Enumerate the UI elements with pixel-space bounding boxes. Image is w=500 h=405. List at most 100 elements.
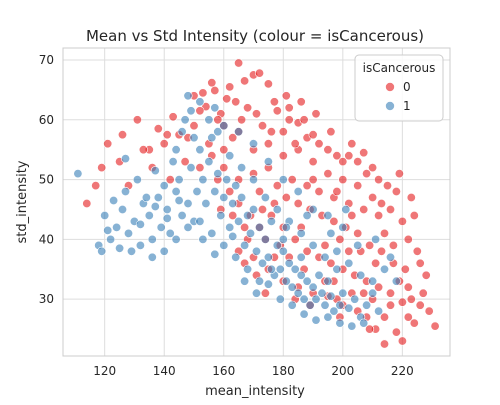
data-point	[362, 169, 372, 179]
data-point	[341, 205, 351, 215]
data-point	[394, 169, 404, 179]
data-point	[347, 321, 357, 331]
y-tick-label: 60	[39, 113, 54, 127]
data-point	[323, 169, 333, 179]
data-point	[240, 240, 250, 250]
data-point	[132, 115, 142, 125]
data-point	[347, 211, 357, 221]
data-point	[302, 211, 312, 221]
data-point	[135, 240, 145, 250]
data-point	[308, 205, 318, 215]
data-point	[207, 133, 217, 143]
data-point	[406, 193, 416, 203]
data-point	[91, 181, 101, 191]
data-point	[365, 240, 375, 250]
data-point	[272, 181, 282, 191]
data-point	[156, 222, 166, 232]
data-point	[296, 228, 306, 238]
data-point	[379, 312, 389, 322]
data-point	[385, 300, 395, 310]
data-point	[260, 288, 270, 298]
data-point	[314, 187, 324, 197]
data-point	[225, 151, 235, 161]
legend-box	[354, 54, 444, 122]
data-point	[311, 294, 321, 304]
data-point	[150, 202, 160, 212]
data-point	[121, 187, 131, 197]
data-point	[195, 216, 205, 226]
data-point	[353, 240, 363, 250]
data-point	[302, 181, 312, 191]
data-point	[326, 258, 336, 268]
data-point	[344, 303, 354, 313]
data-point	[260, 193, 270, 203]
data-point	[296, 97, 306, 107]
data-point	[359, 205, 369, 215]
data-point	[368, 163, 378, 173]
data-point	[240, 76, 250, 86]
data-point	[308, 175, 318, 185]
data-point	[374, 282, 384, 292]
data-point	[365, 324, 375, 334]
data-point	[397, 297, 407, 307]
data-point	[159, 246, 169, 256]
data-point	[317, 288, 327, 298]
data-point	[171, 187, 181, 197]
series-1	[73, 91, 401, 331]
data-point	[255, 68, 265, 78]
data-point	[252, 288, 262, 298]
data-point	[231, 252, 241, 262]
data-point	[210, 86, 220, 96]
data-point	[385, 205, 395, 215]
data-point	[183, 222, 193, 232]
data-point	[320, 252, 330, 262]
data-point	[347, 139, 357, 149]
data-point	[406, 294, 416, 304]
data-point	[391, 187, 401, 197]
data-point	[240, 222, 250, 232]
data-point	[168, 112, 178, 122]
data-point	[275, 294, 285, 304]
data-point	[281, 276, 291, 286]
data-point	[171, 145, 181, 155]
data-point	[338, 222, 348, 232]
data-point	[296, 270, 306, 280]
data-point	[73, 169, 83, 179]
data-point	[243, 211, 253, 221]
data-point	[305, 300, 315, 310]
data-point	[168, 157, 178, 167]
data-point	[204, 115, 214, 125]
data-point	[132, 175, 142, 185]
data-point	[106, 234, 116, 244]
chart-title: Mean vs Std Intensity (colour = isCancer…	[86, 27, 424, 45]
data-point	[290, 264, 300, 274]
data-point	[162, 130, 172, 140]
data-point	[141, 193, 151, 203]
data-point	[124, 228, 134, 238]
data-point	[323, 312, 333, 322]
data-point	[195, 106, 205, 116]
data-point	[293, 288, 303, 298]
data-point	[326, 127, 336, 137]
data-point	[332, 151, 342, 161]
data-point	[228, 231, 238, 241]
x-tick-label: 140	[153, 364, 176, 378]
data-point	[281, 193, 291, 203]
data-point	[284, 115, 294, 125]
data-point	[272, 205, 282, 215]
data-point	[281, 91, 291, 101]
data-point	[391, 276, 401, 286]
data-point	[255, 276, 265, 286]
data-point	[371, 234, 381, 244]
data-point	[287, 300, 297, 310]
data-point	[409, 318, 419, 328]
data-point	[159, 181, 169, 191]
data-point	[263, 79, 273, 89]
data-point	[385, 252, 395, 262]
y-axis: 30 40 50 60 70	[39, 53, 54, 306]
data-point	[222, 175, 232, 185]
data-point	[278, 175, 288, 185]
data-point	[207, 78, 217, 88]
data-point	[100, 211, 110, 221]
data-point	[183, 91, 193, 101]
